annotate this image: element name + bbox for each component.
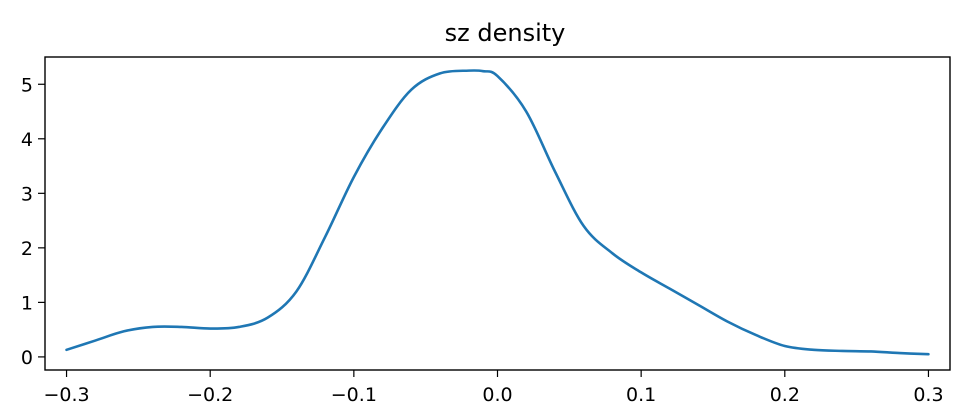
x-tick-label: −0.1: [331, 384, 377, 406]
y-tick-label: 1: [21, 292, 33, 314]
y-tick-label: 0: [21, 347, 33, 369]
x-axis: −0.3 −0.2 −0.1 0.0 0.1 0.2 0.3: [43, 370, 944, 406]
y-tick-label: 2: [21, 238, 33, 260]
x-tick-label: 0.1: [626, 384, 656, 406]
y-tick-label: 3: [21, 183, 33, 205]
density-line: [65, 69, 930, 356]
x-tick-label: 0.3: [913, 384, 943, 406]
x-tick-label: −0.3: [43, 384, 89, 406]
chart-title: sz density: [445, 19, 566, 47]
y-tick-label: 5: [21, 74, 33, 96]
x-tick-label: 0.0: [482, 384, 512, 406]
x-tick-label: 0.2: [770, 384, 800, 406]
plot-frame: [44, 56, 951, 371]
y-axis: 0 1 2 3 4 5: [21, 74, 45, 369]
series-layer: [65, 69, 930, 356]
x-tick-label: −0.2: [187, 384, 233, 406]
y-tick-label: 4: [21, 129, 33, 151]
